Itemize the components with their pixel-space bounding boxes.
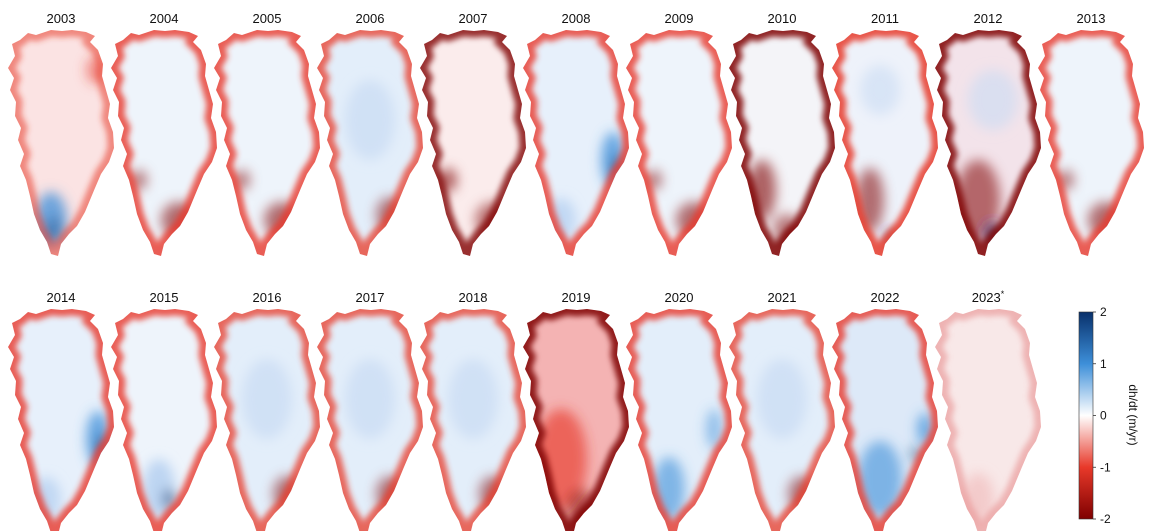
year-label-2022: 2022	[871, 290, 900, 305]
year-label-2019: 2019	[562, 290, 591, 305]
colorbar-tick-label: -1	[1100, 460, 1111, 474]
map-panel-2019	[523, 309, 629, 531]
map-panel-2007	[420, 30, 526, 256]
colorbar-axis-label: dh/dt (m/yr)	[1126, 384, 1140, 445]
year-label-2013: 2013	[1077, 11, 1106, 26]
year-label-2016: 2016	[253, 290, 282, 305]
yearly-map-panels: 2003 2004 2005 2006 2007 2008 2009 2010 2011 2012…	[8, 11, 1144, 531]
map-panel-2014	[8, 309, 114, 531]
map-panel-2009	[626, 30, 732, 256]
year-label-2018: 2018	[459, 290, 488, 305]
map-panel-2022	[832, 309, 938, 531]
year-label-2005: 2005	[253, 11, 282, 26]
colorbar-tick-label: 1	[1100, 357, 1107, 371]
map-panel-2016	[214, 309, 320, 531]
map-panel-2020	[626, 309, 732, 531]
elevation-change-patch	[345, 80, 395, 160]
colorbar-gradient	[1078, 311, 1094, 520]
year-label-2020: 2020	[665, 290, 694, 305]
map-panel-2003	[8, 30, 114, 256]
map-panel-2015	[111, 309, 217, 531]
elevation-change-patch	[860, 65, 900, 115]
elevation-change-patch	[448, 359, 498, 439]
map-panel-2005	[214, 30, 320, 256]
year-label-2017: 2017	[356, 290, 385, 305]
map-panel-2017	[317, 309, 423, 531]
map-panel-2018	[420, 309, 526, 531]
map-panel-2012	[935, 30, 1041, 256]
year-label-2023: 2023*	[972, 289, 1005, 305]
map-panel-2023	[935, 309, 1041, 531]
year-label-2003: 2003	[47, 11, 76, 26]
year-label-2010: 2010	[768, 11, 797, 26]
elevation-change-patch	[757, 359, 807, 439]
year-label-2004: 2004	[150, 11, 179, 26]
elevation-change-patch	[706, 409, 722, 449]
elevation-change-patch	[242, 359, 292, 439]
year-label-2021: 2021	[768, 290, 797, 305]
year-label-2015: 2015	[150, 290, 179, 305]
map-panel-2013	[1038, 30, 1144, 256]
year-label-2012: 2012	[974, 11, 1003, 26]
colorbar-tick-label: -2	[1100, 512, 1111, 526]
map-panel-2011	[832, 30, 938, 256]
colorbar: 2 1 0 -1 -2 dh/dt (m/yr)	[1078, 305, 1140, 526]
elevation-change-patch	[858, 441, 902, 517]
year-label-2008: 2008	[562, 11, 591, 26]
year-label-2011: 2011	[871, 11, 899, 26]
year-label-2007: 2007	[459, 11, 488, 26]
elevation-change-patch	[968, 70, 1018, 130]
year-label-2014: 2014	[47, 290, 76, 305]
year-label-2006: 2006	[356, 11, 385, 26]
map-panel-2006	[317, 30, 423, 256]
map-panel-2021	[729, 309, 835, 531]
map-panel-2008	[523, 30, 629, 256]
year-label-2009: 2009	[665, 11, 694, 26]
colorbar-tick-label: 0	[1100, 409, 1107, 423]
map-panel-2010	[729, 30, 835, 256]
year-marker: *	[1001, 289, 1005, 299]
colorbar-ticks: 2 1 0 -1 -2	[1093, 305, 1111, 526]
colorbar-tick-label: 2	[1100, 305, 1107, 319]
elevation-change-patch	[345, 359, 395, 439]
map-panel-2004	[111, 30, 217, 256]
